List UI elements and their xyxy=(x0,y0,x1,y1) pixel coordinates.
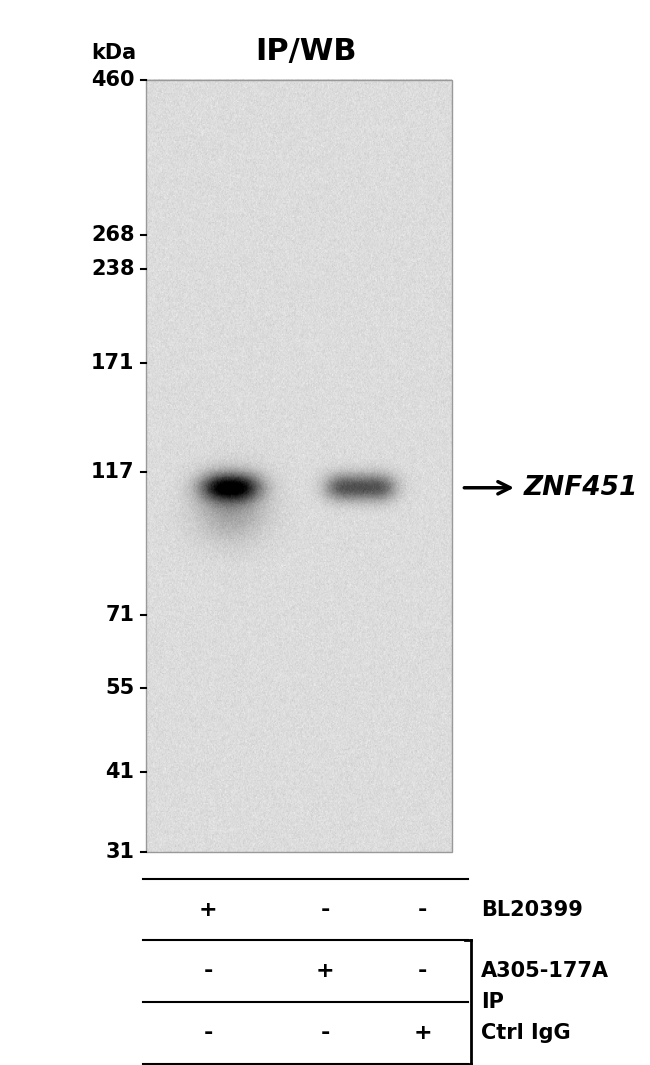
Text: 71: 71 xyxy=(105,605,135,625)
Text: 238: 238 xyxy=(91,259,135,279)
Text: 55: 55 xyxy=(105,677,135,698)
Text: 31: 31 xyxy=(105,842,135,862)
Text: A305-177A: A305-177A xyxy=(481,962,609,981)
Text: kDa: kDa xyxy=(92,44,136,63)
Text: -: - xyxy=(418,900,427,919)
Text: -: - xyxy=(320,1023,330,1043)
Text: +: + xyxy=(199,900,217,919)
Text: -: - xyxy=(418,962,427,981)
Text: 268: 268 xyxy=(91,225,135,245)
Text: 117: 117 xyxy=(91,462,135,481)
Text: -: - xyxy=(203,962,213,981)
Text: IP: IP xyxy=(481,993,504,1012)
Bar xyxy=(146,80,452,852)
Text: IP/WB: IP/WB xyxy=(255,37,356,66)
Text: BL20399: BL20399 xyxy=(481,900,583,919)
Text: -: - xyxy=(203,1023,213,1043)
Text: +: + xyxy=(413,1023,432,1043)
Text: ZNF451: ZNF451 xyxy=(523,475,638,501)
Text: 171: 171 xyxy=(91,354,135,373)
Text: 460: 460 xyxy=(91,70,135,89)
Text: 41: 41 xyxy=(105,761,135,782)
Text: -: - xyxy=(320,900,330,919)
Text: Ctrl IgG: Ctrl IgG xyxy=(481,1023,571,1043)
Text: +: + xyxy=(316,962,334,981)
